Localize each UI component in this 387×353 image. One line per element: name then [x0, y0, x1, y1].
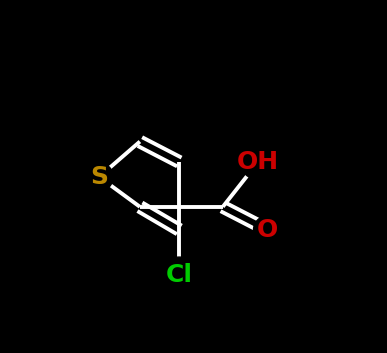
Circle shape	[253, 216, 282, 244]
Text: Cl: Cl	[166, 263, 193, 287]
Circle shape	[85, 163, 113, 191]
Circle shape	[162, 257, 197, 292]
Text: S: S	[90, 165, 108, 189]
Text: O: O	[257, 218, 278, 242]
Text: OH: OH	[237, 150, 279, 174]
Circle shape	[240, 144, 276, 180]
